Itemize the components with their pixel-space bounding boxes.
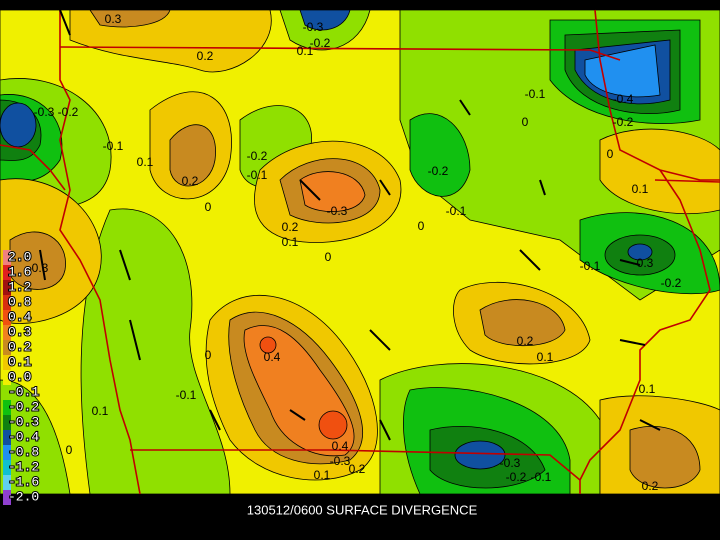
contour-label: 0.2 [197,49,214,63]
contour-label: -0.1 [247,168,268,182]
map-fill [0,9,720,495]
contour-label: -0.1 [103,139,124,153]
legend-swatch [3,475,11,490]
contour-label: 0.2 [642,479,659,493]
legend-label: 0.8 [8,294,31,309]
legend-label: 0.0 [8,369,31,384]
contour-label: 0.2 [182,174,199,188]
legend-swatch [3,385,11,400]
contour-label: 0 [325,250,332,264]
legend-label: 0.3 [8,324,31,339]
legend-label: -1.2 [8,459,39,474]
contour-label: 0.1 [314,468,331,482]
legend-swatch [3,415,11,430]
legend-swatch [3,325,11,340]
contour-label: -0.2 [247,149,268,163]
legend-label: 1.6 [8,264,31,279]
contour-label: 0 [418,219,425,233]
contour-label: -0.2 [428,164,449,178]
contour-label: 0.1 [137,155,154,169]
legend-label: 0.4 [8,309,32,324]
contour-label: -0.2 [661,276,682,290]
contour-label: -0.3 [330,454,351,468]
contour-label: -0.1 [176,388,197,402]
contour-label: 0 [522,115,529,129]
legend-swatch [3,340,11,355]
wind-barbs [39,9,661,441]
contour-label: 0.3 [32,261,49,275]
contour-label: -0.3 [327,204,348,218]
contour-label: 0.1 [92,404,109,418]
legend-swatch [3,250,11,265]
contour-label: -0.2 [506,470,527,484]
contour-label: 0 [66,443,73,457]
contour-label: 0.1 [639,382,656,396]
contour-label: -0.1 [580,259,601,273]
contour-label: -0.1 [531,470,552,484]
contour-label: -0.3 [34,105,55,119]
contour-label: -0.3 [500,456,521,470]
legend-label: -0.3 [8,414,39,429]
contour-label: -0.2 [58,105,79,119]
legend-label: -0.2 [8,399,39,414]
legend-swatch [3,355,11,370]
legend-swatch [3,400,11,415]
contour-label: 0.2 [517,334,534,348]
legend-swatch [3,310,11,325]
legend-label: 0.1 [8,354,32,369]
legend-swatch [3,460,11,475]
contour-label: 0.1 [537,350,554,364]
legend-label: -0.1 [8,384,39,399]
contour-label: 0 [205,200,212,214]
contour-label: -0.3 [303,20,324,34]
contour-label: -0.1 [525,87,546,101]
legend-label: -2.0 [8,489,39,504]
contour-label: 0.1 [282,235,299,249]
contour-label: 0.3 [105,12,122,26]
legend-label: 2.0 [8,249,31,264]
contour-label: 0.1 [297,44,314,58]
contour-label: -0.1 [446,204,467,218]
legend-label: -0.8 [8,444,39,459]
state-borders [0,9,720,495]
contour-label: 0.4 [332,439,349,453]
contour-label: 0 [205,348,212,362]
contour-label: -0.3 [633,256,654,270]
legend-label: -0.4 [8,429,39,444]
legend-swatch [3,430,11,445]
legend-swatch [3,445,11,460]
legend-swatch [3,265,11,280]
contour-label: 0.4 [264,350,281,364]
contour-label: 0.1 [632,182,649,196]
contour-label: -0.2 [613,115,634,129]
legend-label: 0.2 [8,339,31,354]
contour-labels: 0.30.2-0.3-0.20.1-0.3 -0.2-0.10.10.2-0.2-… [32,12,682,493]
contour-label: 0.2 [349,462,366,476]
contour-label: -0.4 [613,92,634,106]
legend-swatch [3,490,11,505]
legend-label: 1.2 [8,279,31,294]
legend-swatch [3,370,11,385]
legend-swatch [3,295,11,310]
caption: 130512/0600 SURFACE DIVERGENCE [247,502,478,517]
contour-label: 0.2 [282,220,299,234]
legend: 2.01.61.20.80.40.30.20.10.0-0.1-0.2-0.3-… [3,248,40,505]
contour-label: 0 [607,147,614,161]
legend-label: -1.6 [8,474,39,489]
contour-label: -0.2 [310,36,331,50]
legend-swatch [3,280,11,295]
